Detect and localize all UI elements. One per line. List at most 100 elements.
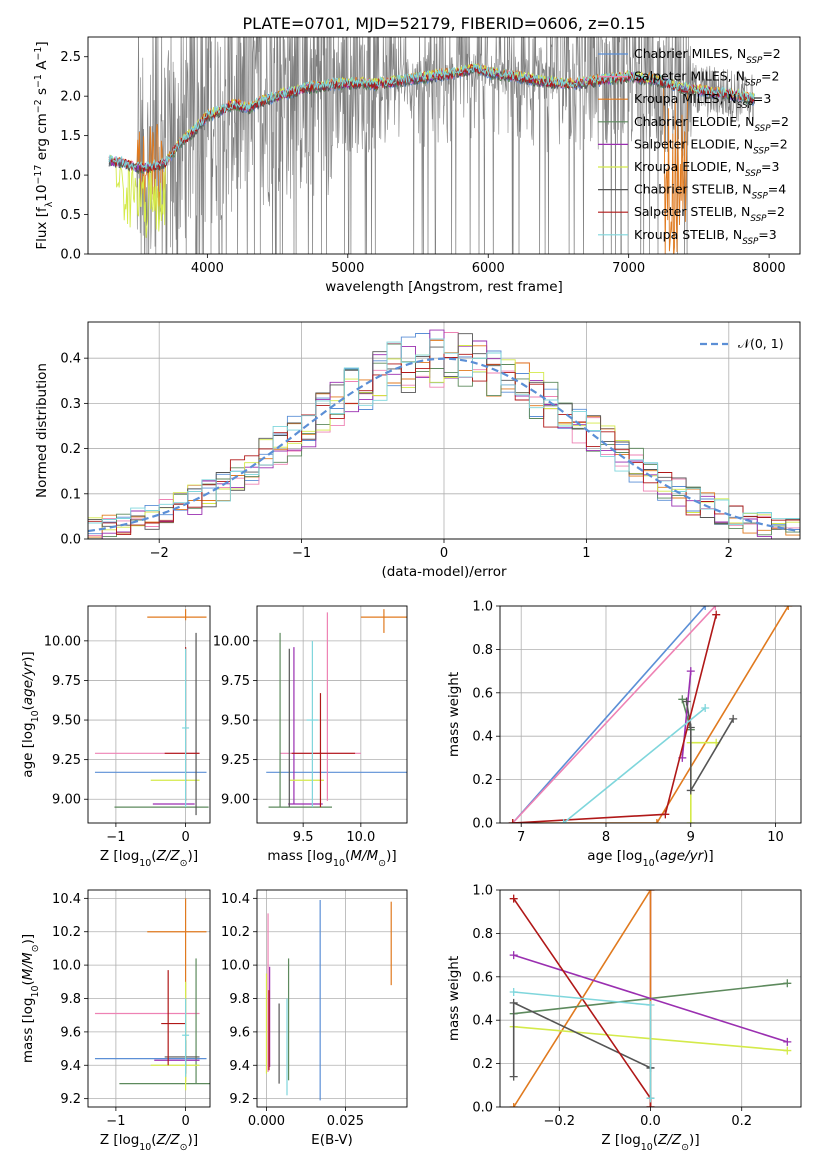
series-line [563,707,706,823]
y-tick-label: 9.6 [60,1025,81,1040]
legend-entry: 𝒩(0, 1) [738,336,784,351]
point-marker [509,998,518,1007]
point-marker [729,714,738,723]
y-tick-label: 0.0 [472,1101,493,1116]
y-tick-label: 2.5 [60,50,81,65]
y-tick-label: 9.4 [229,1059,250,1074]
point-marker [559,819,568,823]
axes-frame [256,605,408,824]
plots: 4000 5000 6000 7000 80000.00.51.01.52.02.5wa… [20,36,802,1153]
y-tick-label: 10.0 [52,959,81,974]
point-marker [646,1001,655,1010]
point-marker [783,1037,792,1046]
series-line [513,991,652,1099]
series-line [685,701,734,794]
panel-mass_vs_Z: −1 0 9.2 9.4 9.6 9.8 10.0 10.2 10.4 Z [log10(Z/Z⊙… [20,889,211,1153]
panel-spectrum: 4000 5000 6000 7000 8000 0.0 0.5 1.0 1.5 2.0 2.5 wa… [33,36,801,295]
histogram-kroupa-miles [88,339,800,538]
x-tick-label: 1 [582,546,590,561]
series-salpeter-miles [508,606,720,823]
legend-entry: Salpeter STELIB, NSSP=2 [634,204,785,224]
axes-frame [499,605,802,824]
axes-frame [256,889,408,1108]
figure-title: PLATE=0701, MJD=52179, FIBERID=0606, z=0… [242,14,645,33]
errorbar-salpeter-stelib [291,693,356,808]
point-marker [783,1046,792,1055]
x-axis-label: Z [log10(Z/Z⊙)] [601,1132,699,1153]
errorbar-kroupa-miles [360,609,407,633]
x-tick-label: 0 [440,546,448,561]
x-tick-label: 6000 [472,261,505,276]
panel-age_vs_mass: 9.5 10.0 9.00 9.25 9.50 9.75 10.00 mass [log10(… [213,605,408,869]
y-axis-label: age [log10(age/yr)] [20,651,41,777]
legend-entry: Salpeter ELODIE, NSSP=2 [634,136,788,156]
y-tick-label: 0.0 [60,248,81,263]
point-marker [509,987,518,996]
y-axis-label: mass [log10(M/M⊙)] [20,934,41,1063]
point-marker [646,890,655,894]
histogram-kroupa-elodie [88,345,800,531]
x-axis-label: age [log10(age/yr)] [587,848,713,869]
point-marker [682,697,691,706]
series-kroupa-stelib [509,987,655,1103]
y-axis-label: mass weight [446,956,462,1041]
x-tick-label: 8000 [753,261,786,276]
legend-entry: Chabrier MILES, NSSP=2 [634,46,781,66]
x-tick-label: 0 [181,830,189,845]
point-marker [783,979,792,988]
y-tick-label: 0.0 [60,533,81,548]
point-marker [784,606,793,610]
y-tick-label: 10.00 [44,634,81,649]
axes-frame [87,605,211,824]
y-tick-label: 9.8 [60,992,81,1007]
series-data [108,37,756,254]
point-marker [509,894,518,903]
errorbar-kroupa-miles [147,609,207,621]
y-tick-label: 10.0 [221,959,250,974]
x-axis-label: (data-model)/error [381,564,507,580]
y-tick-label: 0.4 [472,730,493,745]
y-tick-label: 1.0 [472,884,493,899]
x-tick-label: 7 [517,830,525,845]
y-tick-label: 0.3 [60,397,81,412]
series-salpeter-elodie [509,951,792,1046]
series-kroupa-stelib [108,63,755,171]
errorbar-kroupa-miles [147,898,207,1082]
point-marker [686,786,695,795]
x-tick-label: 7000 [612,261,645,276]
plot-area [88,329,800,539]
y-tick-label: 9.6 [229,1025,250,1040]
plot-area [509,890,792,1107]
series-kroupa-elodie [686,738,721,823]
series-chabrier-miles [508,606,710,823]
series-line [513,954,788,1043]
legend-entry: Kroupa STELIB, NSSP=3 [634,227,777,247]
x-axis-label: Z [log10(Z/Z⊙)] [100,848,198,869]
legend-entry: Kroupa ELODIE, NSSP=3 [634,159,779,179]
plot-area [266,609,407,808]
x-tick-label: 8 [602,830,610,845]
y-tick-label: 0.2 [472,773,493,788]
series-line [512,606,706,823]
y-tick-label: 0.5 [60,208,81,223]
x-tick-label: −2 [150,546,169,561]
y-axis-label: mass weight [446,672,462,757]
point-marker [686,819,695,823]
y-tick-label: 10.2 [52,925,81,940]
y-tick-label: 2.0 [60,90,81,105]
y-tick-label: 9.25 [52,753,81,768]
y-tick-label: 0.1 [60,487,81,502]
x-axis-label: mass [log10(M/M⊙)] [267,848,396,869]
x-tick-label: 4000 [191,261,224,276]
x-tick-label: 0.000 [248,1114,285,1129]
y-tick-label: 1.5 [60,129,81,144]
x-tick-label: −1 [106,1114,125,1129]
legend-entry: Kroupa MILES, NSSP=3 [634,91,771,111]
panel-residuals: −2 −1 0 1 2 0.0 0.1 0.2 0.3 0.4 (data-model)/error… [34,321,801,580]
y-tick-label: 0.6 [472,686,493,701]
point-marker [509,951,518,960]
point-marker [509,1072,518,1081]
x-tick-label: 2 [725,546,733,561]
y-tick-label: 1.0 [472,600,493,615]
